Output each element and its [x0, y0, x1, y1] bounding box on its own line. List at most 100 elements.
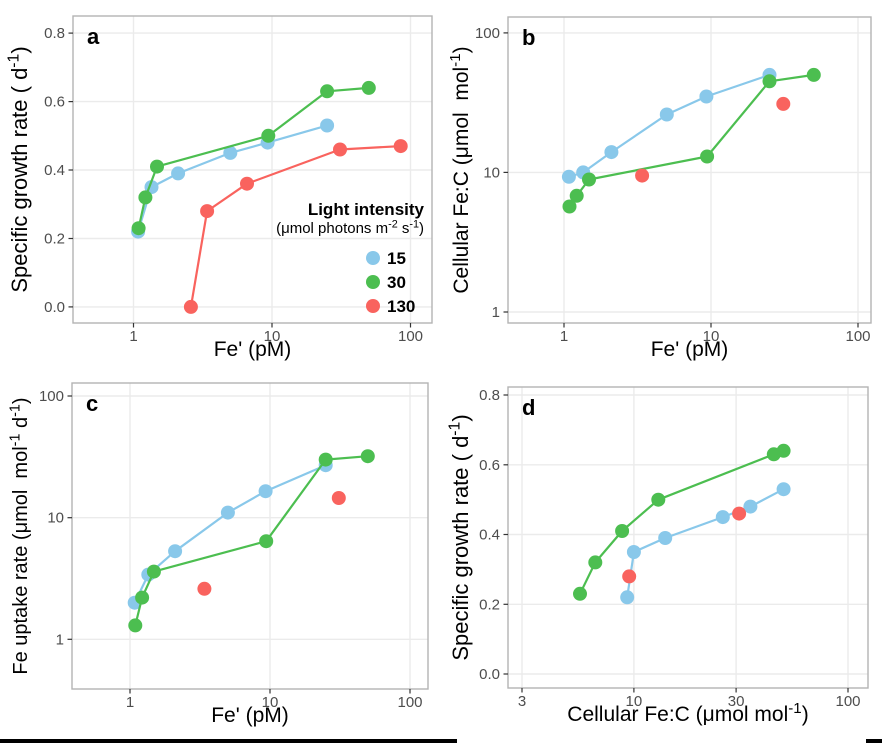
y-tick-label: 0.4 [44, 162, 65, 179]
data-point [743, 499, 758, 514]
gridlines [508, 17, 871, 323]
x-axis-title: Fe' (pM) [214, 338, 292, 361]
y-tick-label: 1 [56, 631, 64, 648]
data-point [715, 510, 730, 525]
data-point [333, 142, 347, 157]
data-point [258, 484, 273, 499]
y-tick-label: 0.8 [479, 387, 500, 404]
data-point [220, 505, 235, 520]
data-point [361, 80, 376, 95]
series-130 [622, 506, 747, 584]
legend-title: Light intensity [308, 200, 425, 219]
series-130 [197, 491, 346, 596]
data-point [658, 531, 673, 545]
plot-area [508, 387, 868, 688]
data-point [562, 199, 577, 214]
legend-swatch-15 [366, 251, 380, 265]
gridlines [508, 387, 868, 688]
y-axis-title: Fe uptake rate (μmol mol-1 d-1) [7, 397, 32, 674]
data-point [131, 221, 146, 236]
y-axis-title: Specific growth rate ( d-1) [6, 46, 32, 292]
panel-border [71, 382, 429, 690]
data-point [320, 118, 335, 133]
x-tick-label: 10 [262, 694, 279, 711]
bottom-rule-right [866, 739, 882, 743]
y-tick-label: 100 [39, 388, 64, 405]
legend: Light intensity(μmol photons m-2 s-1) 15 3… [276, 200, 424, 316]
data-point [651, 492, 666, 507]
axis-ticks [503, 32, 859, 328]
panel-letter: c [86, 391, 98, 416]
legend-item-label: 30 [387, 273, 406, 292]
panel-letter: d [522, 395, 535, 420]
data-point [659, 107, 674, 122]
data-point [635, 168, 650, 183]
y-tick-label: 0.0 [44, 299, 65, 316]
x-tick-label: 1 [560, 328, 568, 345]
y-tick-label: 10 [483, 164, 500, 181]
data-point [626, 545, 641, 559]
legend-subtitle: (μmol photons m-2 s-1) [276, 218, 424, 237]
y-tick-label: 10 [47, 510, 64, 527]
bottom-rule-left [0, 739, 457, 743]
y-tick-label: 0.0 [479, 666, 500, 683]
axis-ticks [67, 395, 411, 694]
panel-letter: b [522, 25, 535, 50]
x-tick-label: 10 [626, 693, 643, 710]
legend-item-label: 130 [387, 297, 415, 316]
data-point [318, 452, 333, 467]
data-point [360, 449, 375, 464]
data-point [588, 555, 603, 570]
data-point [128, 618, 143, 633]
data-point [776, 96, 791, 111]
data-point [776, 482, 791, 497]
data-point [622, 569, 637, 584]
panel-border [507, 386, 869, 689]
gridlines [72, 383, 428, 689]
x-axis-title: Fe' (pM) [211, 704, 289, 727]
data-point [138, 190, 153, 205]
y-tick-label: 0.8 [44, 25, 65, 42]
series-30 [573, 443, 791, 601]
data-point [393, 139, 408, 154]
y-tick-label: 0.4 [479, 527, 500, 544]
x-tick-label: 1 [129, 328, 137, 345]
data-point [223, 145, 238, 160]
x-axis-title: Fe' (pM) [651, 338, 729, 361]
axis-ticks [68, 32, 412, 328]
data-point [240, 176, 254, 191]
data-point [700, 149, 715, 164]
data-point [259, 534, 274, 549]
legend-swatch-30 [366, 275, 380, 289]
x-tick-label: 100 [398, 328, 423, 345]
panel-a-chart: 1 10 100 0.0 0.2 0.4 0.6 0.8 Fe' (pM) Specific gr… [6, 15, 433, 361]
x-tick-label: 10 [264, 328, 281, 345]
panel-d-chart: 3 10 30 100 0.0 0.2 0.4 0.6 0.8 Cellular Fe:C (μm… [447, 386, 869, 726]
data-point [146, 564, 161, 579]
y-tick-label: 0.2 [479, 596, 500, 613]
series-30 [128, 449, 375, 633]
data-point [561, 169, 576, 184]
data-point [261, 128, 276, 143]
series-30 [131, 80, 376, 236]
data-point [699, 89, 714, 104]
data-point [762, 74, 777, 89]
panel-c-chart: 1 10 100 1 10 100 Fe' (pM) Fe uptake rate (μmol… [7, 382, 429, 727]
data-point [582, 172, 596, 187]
panel-border [507, 16, 872, 324]
y-tick-label: 100 [475, 25, 500, 42]
y-tick-label: 0.2 [44, 231, 65, 248]
x-axis-title: Cellular Fe:C (μmol mol-1) [567, 700, 808, 726]
y-axis-title: Cellular Fe:C (μmol mol-1) [447, 46, 473, 293]
x-tick-label: 10 [703, 328, 720, 345]
series-15 [620, 482, 791, 605]
data-point [573, 586, 587, 601]
series-30 [562, 67, 821, 214]
data-point [183, 299, 198, 314]
plot-area [72, 383, 428, 689]
data-point [200, 204, 215, 219]
data-point [569, 188, 584, 203]
axis-ticks [503, 394, 849, 693]
data-point [150, 159, 164, 174]
